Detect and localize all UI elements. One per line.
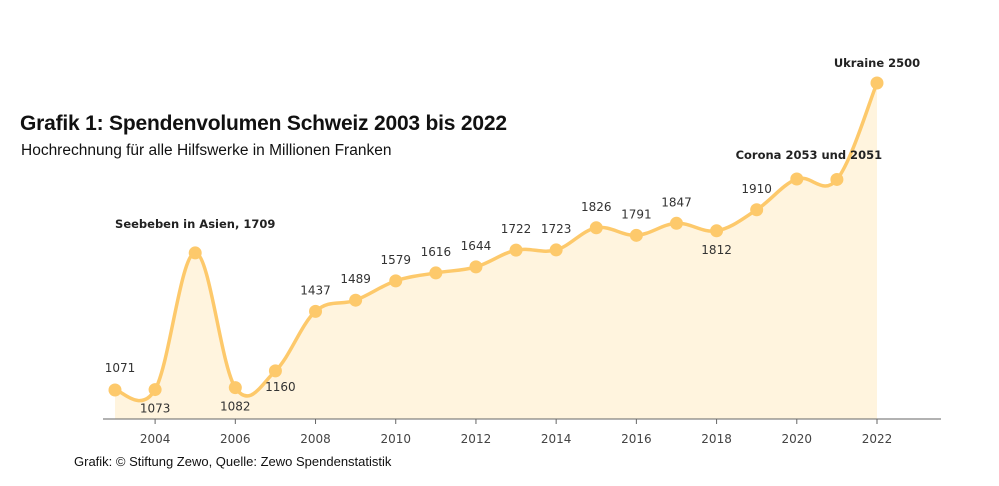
data-points bbox=[108, 76, 884, 397]
data-label-2014: 1723 bbox=[541, 222, 572, 236]
annotation-2: Ukraine 2500 bbox=[834, 56, 920, 70]
data-label-2019: 1910 bbox=[741, 182, 772, 196]
x-tick-label-2016: 2016 bbox=[621, 432, 652, 446]
data-point-2006 bbox=[228, 381, 242, 395]
x-tick-label-2006: 2006 bbox=[220, 432, 251, 446]
chart-subtitle: Hochrechnung für alle Hilfswerke in Mill… bbox=[21, 142, 392, 159]
data-point-2018 bbox=[710, 224, 724, 238]
data-point-2005 bbox=[188, 246, 202, 260]
annotation-1: Corona 2053 und 2051 bbox=[736, 148, 883, 162]
data-point-2008 bbox=[309, 304, 323, 318]
data-point-2009 bbox=[349, 293, 363, 307]
data-label-2013: 1722 bbox=[501, 222, 532, 236]
source-note: Grafik: © Stiftung Zewo, Quelle: Zewo Sp… bbox=[74, 454, 392, 469]
x-tick-label-2022: 2022 bbox=[862, 432, 893, 446]
data-point-2020 bbox=[790, 172, 804, 186]
x-tick-label-2010: 2010 bbox=[380, 432, 411, 446]
data-point-2010 bbox=[389, 274, 403, 288]
data-label-2017: 1847 bbox=[661, 195, 692, 209]
data-point-2003 bbox=[108, 383, 122, 397]
data-label-2011: 1616 bbox=[421, 245, 452, 259]
data-label-2006: 1082 bbox=[220, 400, 251, 414]
chart-title: Grafik 1: Spendenvolumen Schweiz 2003 bi… bbox=[20, 112, 507, 135]
data-label-2003: 1071 bbox=[105, 361, 136, 375]
data-label-2015: 1826 bbox=[581, 200, 612, 214]
data-point-2004 bbox=[148, 383, 162, 397]
data-label-2004: 1073 bbox=[140, 402, 171, 416]
data-point-2019 bbox=[750, 203, 764, 217]
annotations: Seebeben in Asien, 1709 Corona 2053 und 2… bbox=[115, 56, 920, 231]
data-label-2016: 1791 bbox=[621, 207, 652, 221]
data-label-2010: 1579 bbox=[380, 253, 411, 267]
x-tick-label-2014: 2014 bbox=[541, 432, 572, 446]
x-tick-label-2004: 2004 bbox=[140, 432, 171, 446]
data-label-2018: 1812 bbox=[701, 243, 732, 257]
annotation-0: Seebeben in Asien, 1709 bbox=[115, 217, 275, 231]
x-tick-label-2018: 2018 bbox=[701, 432, 732, 446]
x-tick-label-2012: 2012 bbox=[461, 432, 492, 446]
data-point-2012 bbox=[469, 260, 483, 274]
data-point-2021 bbox=[830, 172, 844, 186]
data-point-2007 bbox=[268, 364, 282, 378]
data-label-2009: 1489 bbox=[340, 272, 371, 286]
data-label-2012: 1644 bbox=[461, 239, 492, 253]
data-point-2016 bbox=[629, 228, 643, 242]
data-label-2007: 1160 bbox=[265, 380, 296, 394]
area-fill bbox=[115, 83, 877, 419]
data-point-2013 bbox=[509, 243, 523, 257]
data-labels: 1071 1073 1082 1160 1437 1489 1579 1616 1644 1722… bbox=[105, 182, 772, 416]
x-ticks: 2004 2006 2008 2010 2012 2014 2016 2018 2020 2022 bbox=[140, 419, 892, 446]
x-tick-label-2008: 2008 bbox=[300, 432, 331, 446]
x-tick-label-2020: 2020 bbox=[782, 432, 813, 446]
data-label-2008: 1437 bbox=[300, 283, 331, 297]
data-point-2014 bbox=[549, 243, 563, 257]
data-point-2011 bbox=[429, 266, 443, 280]
data-point-2017 bbox=[669, 216, 683, 230]
data-point-2022 bbox=[870, 76, 884, 90]
data-point-2015 bbox=[589, 221, 603, 235]
